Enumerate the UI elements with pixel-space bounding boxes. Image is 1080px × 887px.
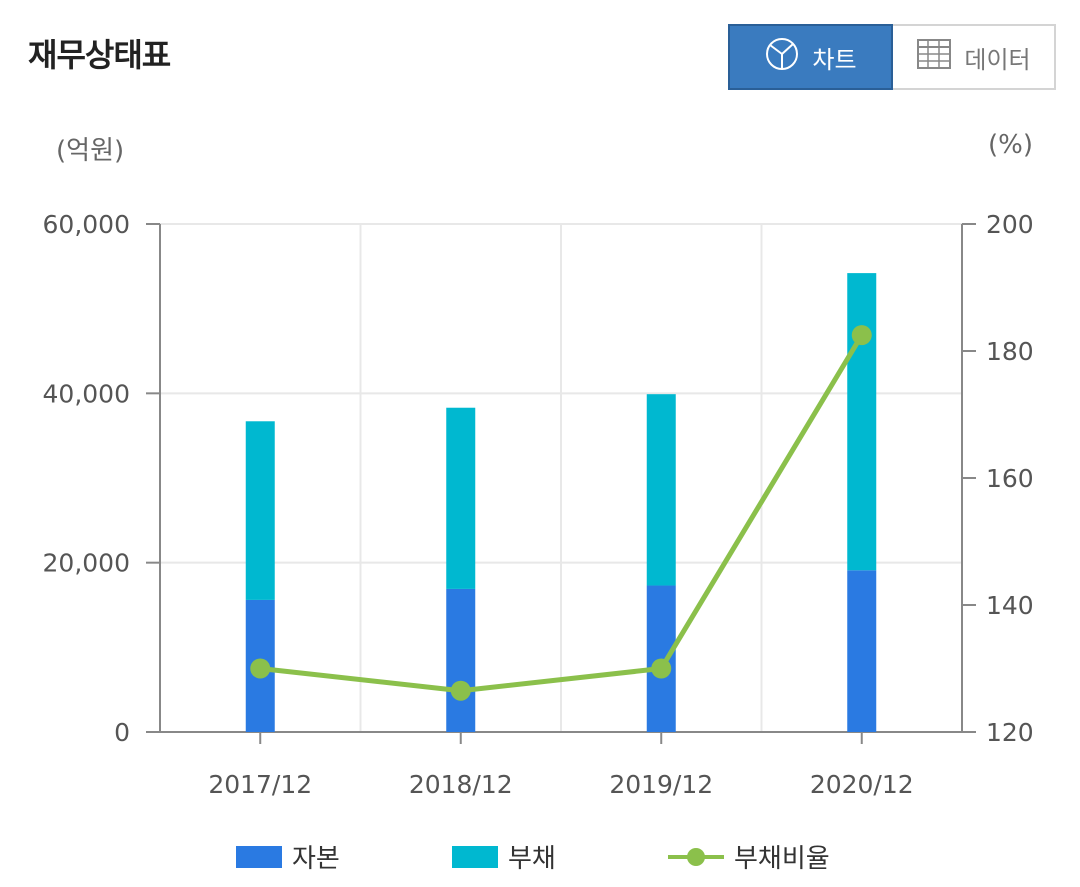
legend-label-equity: 자본: [292, 844, 340, 874]
chart-plot: 0 20,000 40,000 60,000 120 140 160 180 200 2017/1…: [43, 210, 1034, 799]
right-tick-label: 160: [986, 464, 1034, 493]
ratio-point: [250, 658, 271, 679]
legend-label-liabilities: 부채: [508, 844, 556, 874]
right-tick-label: 140: [986, 591, 1034, 620]
view-toggle: 차트 데이터: [728, 24, 1056, 90]
right-tick-label: 180: [986, 337, 1034, 366]
bar-liabilities: [847, 273, 877, 571]
legend-swatch-liabilities: [452, 845, 498, 868]
bar-liabilities: [646, 394, 676, 586]
ratio-point: [651, 658, 672, 679]
right-tick-label: 120: [986, 718, 1034, 747]
page-title: 재무상태표: [28, 36, 171, 74]
chart-legend: 자본 부채 부채비율: [0, 838, 1080, 878]
legend-label-ratio: 부채비율: [734, 844, 830, 874]
left-tick-label: 60,000: [43, 210, 130, 239]
left-tick-label: 40,000: [43, 379, 130, 408]
bar-equity: [847, 570, 877, 732]
chart-view-label: 차트: [812, 45, 857, 74]
right-axis-unit: (%): [988, 130, 1033, 160]
ratio-point: [450, 680, 471, 701]
bar-liabilities: [446, 407, 476, 589]
x-tick-label: 2017/12: [208, 770, 312, 799]
x-tick-label: 2019/12: [609, 770, 713, 799]
legend-swatch-ratio: [668, 846, 724, 868]
chart-view-button[interactable]: 차트: [728, 24, 893, 90]
pie-chart-icon: [764, 36, 800, 78]
x-tick-label: 2018/12: [409, 770, 513, 799]
legend-item-ratio[interactable]: 부채비율: [668, 838, 830, 875]
legend-item-equity[interactable]: 자본: [236, 838, 340, 875]
table-view-label: 데이터: [964, 45, 1031, 74]
left-axis-unit: (억원): [56, 136, 125, 166]
legend-swatch-equity: [236, 845, 282, 868]
x-tick-label: 2020/12: [810, 770, 914, 799]
right-tick-label: 200: [986, 210, 1034, 239]
bar-equity: [446, 588, 476, 732]
ratio-series-line: [259, 333, 864, 694]
left-tick-label: 0: [114, 718, 130, 747]
legend-item-liabilities[interactable]: 부채: [452, 838, 556, 875]
left-tick-label: 20,000: [43, 549, 130, 578]
table-grid-icon: [916, 38, 952, 76]
bar-liabilities: [245, 421, 275, 600]
ratio-point: [851, 325, 872, 346]
table-view-button[interactable]: 데이터: [893, 24, 1056, 90]
